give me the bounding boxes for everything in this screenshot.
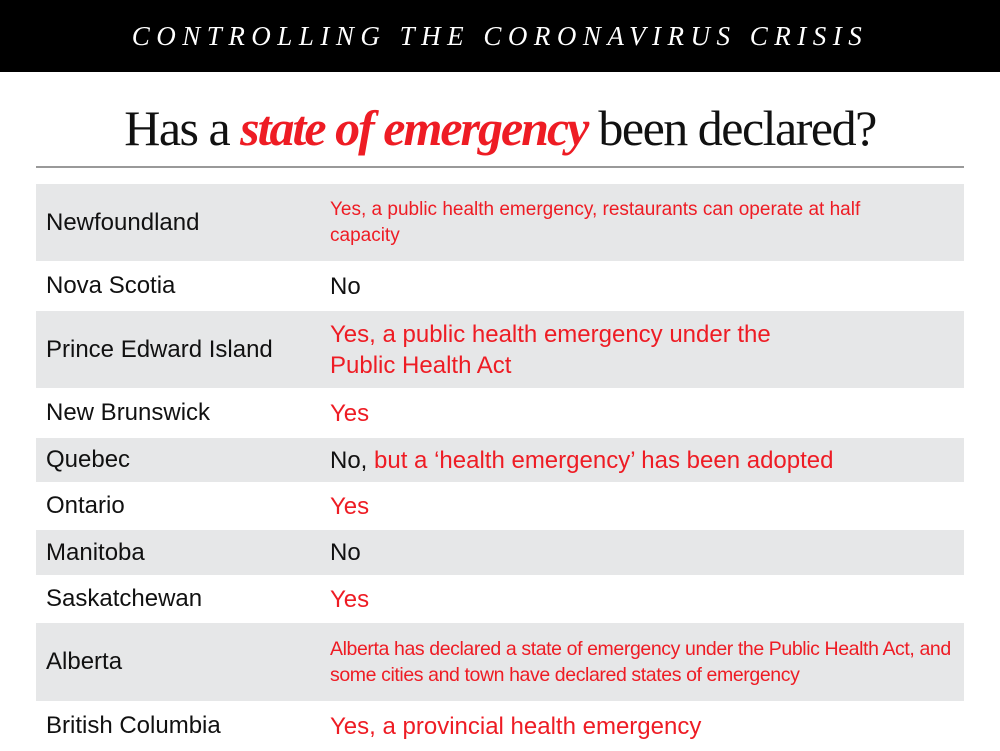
province-name: Saskatchewan [46, 585, 203, 612]
page-title: Has a state of emergency been declared? [0, 96, 1000, 160]
table-row: New Brunswick Yes [36, 390, 964, 438]
table-row: Newfoundland Yes, a public health emerge… [36, 184, 964, 263]
table-row: Prince Edward Island Yes, a public healt… [36, 311, 964, 390]
province-name: New Brunswick [46, 399, 211, 426]
province-name: British Columbia [46, 712, 221, 739]
answer: Yes, a public health emergency, restaura… [330, 198, 861, 246]
province-name: Prince Edward Island [46, 335, 273, 363]
answer: No, but a ‘health emergency’ has been ad… [330, 445, 964, 476]
answer-text: but a ‘health emergency’ has been adopte… [367, 446, 834, 474]
answer: No [330, 539, 361, 566]
province-name: Quebec [46, 446, 131, 473]
table-row: Manitoba No [36, 530, 964, 577]
table-row: Ontario Yes [36, 484, 964, 530]
province-name: Manitoba [46, 538, 145, 566]
answer: Alberta has declared a state of emergenc… [330, 638, 951, 686]
province-name: Alberta [46, 648, 123, 675]
province-name: Nova Scotia [46, 272, 176, 299]
answer-prefix: No, [330, 446, 368, 474]
title-before: Has a [124, 100, 241, 156]
section-banner: CONTROLLING THE CORONAVIRUS CRISIS [0, 0, 1000, 72]
table-row: British Columbia Yes, a provincial healt… [36, 703, 964, 751]
province-name: Ontario [46, 492, 125, 519]
title-highlight: state of emergency [240, 100, 589, 156]
province-table: Newfoundland Yes, a public health emerge… [36, 184, 964, 751]
answer: Yes, a public health emergency under the… [330, 320, 771, 379]
answer: Yes [330, 585, 370, 613]
answer: No [330, 272, 361, 300]
table-row: Alberta Alberta has declared a state of … [36, 623, 964, 703]
table-row: Quebec No, but a ‘health emergency’ has … [36, 438, 964, 484]
title-after: been declared? [587, 100, 877, 156]
divider [36, 166, 964, 168]
answer: Yes [330, 399, 370, 427]
answer: Yes, a provincial health emergency [330, 712, 702, 740]
province-name: Newfoundland [46, 208, 200, 236]
answer: Yes [330, 492, 370, 520]
table-row: Nova Scotia No [36, 263, 964, 311]
table-row: Saskatchewan Yes [36, 577, 964, 623]
